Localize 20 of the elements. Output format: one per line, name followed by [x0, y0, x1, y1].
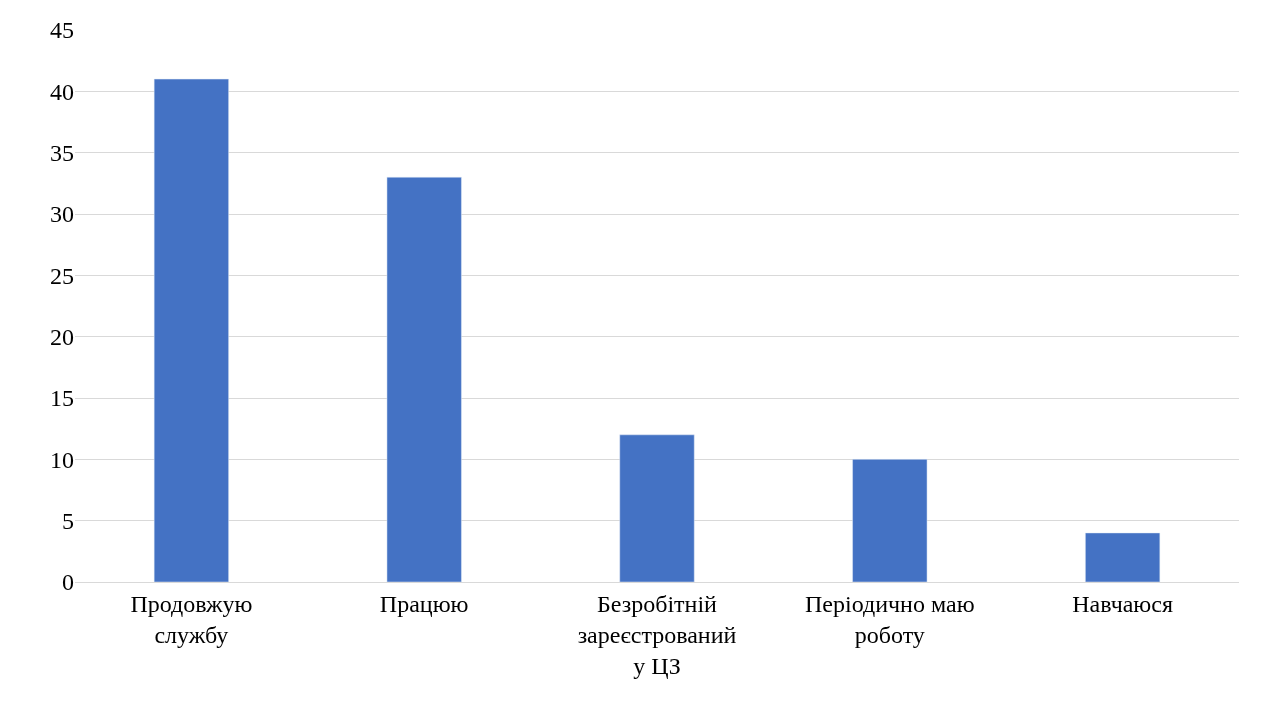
y-tick-label: 15: [50, 385, 74, 412]
bar: [153, 78, 229, 582]
y-tick-label: 25: [50, 262, 74, 289]
x-tick-label: Продовжую службу: [130, 590, 253, 648]
y-tick-label: 10: [50, 446, 74, 473]
x-tick-label: Періодично маю роботу: [805, 590, 975, 648]
bar: [1085, 532, 1161, 582]
y-tick-label: 5: [62, 508, 74, 535]
bar: [386, 176, 462, 582]
y-tick-label: 30: [50, 201, 74, 228]
y-tick-label: 45: [50, 17, 74, 44]
y-tick-label: 35: [50, 140, 74, 167]
y-tick-label: 20: [50, 324, 74, 351]
y-tick-label: 40: [50, 78, 74, 105]
bar: [619, 434, 695, 582]
bar: [852, 459, 928, 582]
x-tick-label: Навчаюся: [1072, 590, 1173, 617]
y-tick-label: 0: [62, 569, 74, 596]
x-tick-label: Безробітній зареєстрований у ЦЗ: [577, 590, 737, 680]
x-tick-label: Працюю: [379, 590, 469, 617]
